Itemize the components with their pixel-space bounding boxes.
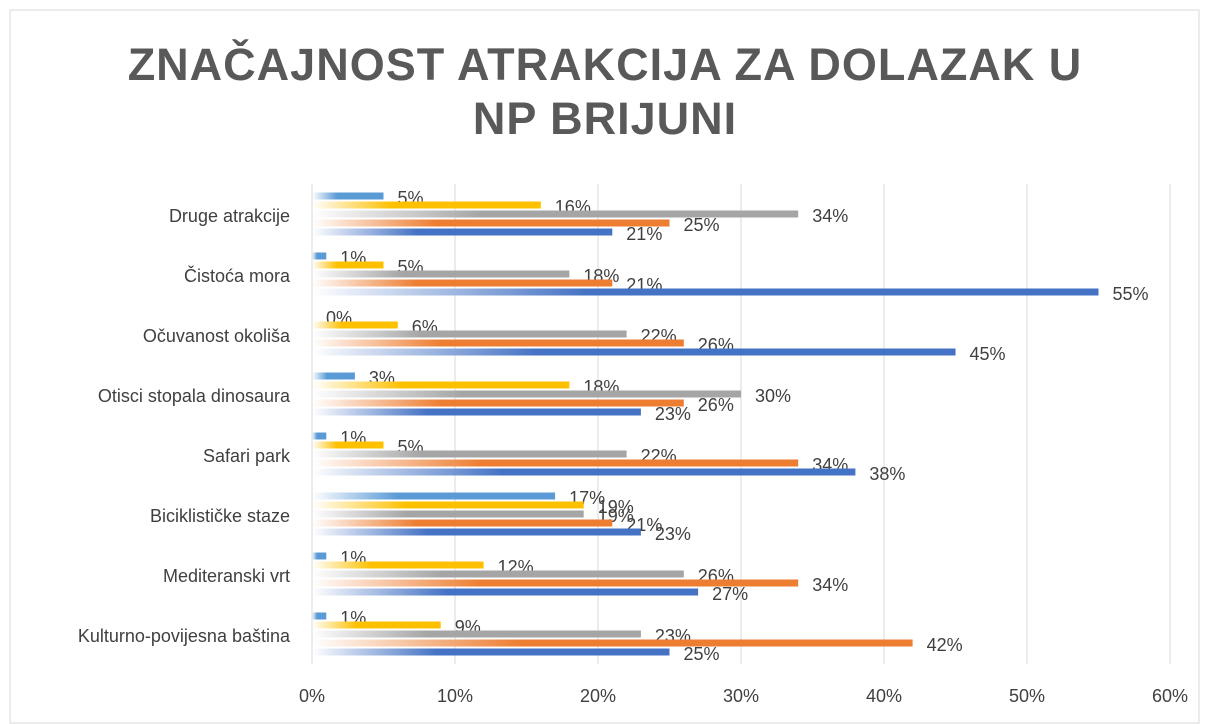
bar: [312, 201, 541, 209]
data-label: 34%: [812, 575, 848, 595]
bar: [312, 390, 741, 398]
bar: [312, 552, 327, 560]
chart-title: ZNAČAJNOST ATRAKCIJA ZA DOLAZAK U NP BRI…: [127, 39, 1083, 144]
data-label: 30%: [755, 386, 791, 406]
data-label: 25%: [684, 215, 720, 235]
y-tick-label: Kulturno-povijesna baština: [78, 626, 291, 646]
bar: [312, 501, 584, 509]
x-tick-label: 50%: [1009, 686, 1045, 706]
bar: [312, 579, 799, 587]
bar: [312, 612, 327, 620]
y-tick-label: Biciklističke staze: [150, 506, 290, 526]
bar: [312, 348, 956, 356]
bar: [312, 219, 670, 227]
x-tick-label: 10%: [437, 686, 473, 706]
bar: [312, 432, 327, 440]
bar: [312, 321, 398, 329]
bar: [312, 459, 799, 467]
y-tick-label: Otisci stopala dinosaura: [98, 386, 291, 406]
bar: [312, 492, 556, 500]
bar: [312, 228, 613, 236]
bar: [312, 450, 627, 458]
bar: [312, 261, 384, 269]
x-tick-label: 0%: [299, 686, 325, 706]
bar: [312, 561, 484, 569]
bar: [312, 192, 384, 200]
y-tick-label: Safari park: [203, 446, 291, 466]
bar: [312, 399, 684, 407]
bar: [312, 252, 327, 260]
bar: [312, 648, 670, 656]
y-tick-label: Očuvanost okoliša: [143, 326, 291, 346]
data-label: 23%: [655, 524, 691, 544]
chart-border: [9, 9, 1200, 724]
bar: [312, 519, 613, 527]
data-label: 21%: [626, 224, 662, 244]
bar: [312, 372, 355, 380]
bar: [312, 270, 570, 278]
x-tick-label: 40%: [866, 686, 902, 706]
data-label: 23%: [655, 404, 691, 424]
bar: [312, 621, 441, 629]
bar: [312, 570, 684, 578]
bar: [312, 441, 384, 449]
bar: [312, 639, 913, 647]
bar: [312, 339, 684, 347]
bar: [312, 210, 799, 218]
bar: [312, 279, 613, 287]
data-label: 34%: [812, 206, 848, 226]
bar: [312, 588, 699, 596]
bar: [312, 528, 641, 536]
x-tick-label: 60%: [1152, 686, 1188, 706]
y-tick-label: Čistoća mora: [184, 265, 291, 286]
bar: [312, 330, 627, 338]
bar: [312, 510, 584, 518]
data-label: 27%: [712, 584, 748, 604]
y-tick-label: Mediteranski vrt: [163, 566, 290, 586]
bar: [312, 468, 856, 476]
data-label: 25%: [684, 644, 720, 664]
bar: [312, 408, 641, 416]
bar: [312, 288, 1099, 296]
y-tick-label: Druge atrakcije: [169, 206, 290, 226]
bar: [312, 630, 641, 638]
x-tick-label: 30%: [723, 686, 759, 706]
data-label: 42%: [927, 635, 963, 655]
data-label: 26%: [698, 395, 734, 415]
data-label: 45%: [970, 344, 1006, 364]
x-tick-label: 20%: [580, 686, 616, 706]
data-label: 38%: [869, 464, 905, 484]
data-label: 55%: [1113, 284, 1149, 304]
data-label: 19%: [598, 497, 634, 517]
bar: [312, 381, 570, 389]
